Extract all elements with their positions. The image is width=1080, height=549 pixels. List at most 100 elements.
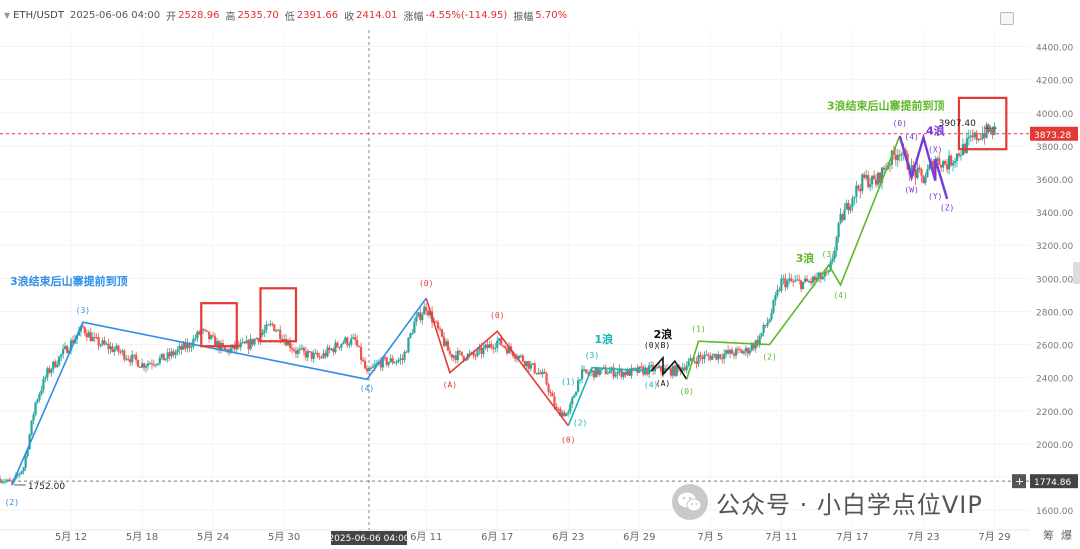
candle-body	[727, 350, 730, 354]
candle-body	[983, 132, 986, 138]
candle-body	[596, 367, 599, 375]
indicator-tab-chips[interactable]: 筹	[1043, 529, 1054, 542]
candle-body	[715, 353, 718, 360]
candle-body	[429, 311, 432, 316]
candle-body	[182, 342, 185, 350]
candle-body	[541, 371, 544, 375]
price-tick-label: 3400.00	[1036, 209, 1073, 219]
wave-point-label: (4)	[360, 384, 374, 393]
candle-body	[468, 353, 471, 355]
candle-body	[261, 332, 264, 335]
change-value: -4.55%(-114.95)	[425, 9, 508, 21]
candle-body	[365, 368, 369, 372]
candle-body	[296, 349, 300, 354]
candle-body	[918, 167, 921, 170]
price-tick-label: 3800.00	[1036, 143, 1073, 153]
candle-body	[336, 342, 339, 348]
candle-body	[350, 338, 353, 345]
price-tick-label: 2400.00	[1036, 375, 1073, 385]
candle-body	[697, 354, 700, 364]
candle-body	[267, 324, 270, 326]
candle-body	[363, 361, 367, 369]
candle-body	[265, 324, 268, 331]
candle-body	[192, 338, 195, 347]
candle-body	[811, 276, 815, 283]
candle-body	[571, 397, 574, 405]
candle-body	[44, 377, 47, 380]
candle-body	[239, 342, 242, 348]
candle-body	[64, 346, 67, 349]
candle-body	[275, 330, 278, 332]
candle-body	[316, 352, 319, 357]
candle-body	[198, 331, 201, 335]
candle-body	[772, 300, 775, 313]
candle-body	[105, 343, 108, 345]
candle-body	[725, 350, 728, 354]
candle-body	[178, 346, 181, 350]
candle-body	[809, 281, 813, 283]
annotation-text: 3浪结束后山寨提前到顶	[10, 274, 128, 288]
chevron-down-icon[interactable]: ▼	[4, 10, 11, 20]
candle-body	[494, 347, 497, 349]
candle-body	[486, 344, 489, 349]
extreme-value-label: 1752.00	[28, 482, 65, 492]
candle-body	[308, 351, 311, 353]
candle-body	[379, 361, 382, 368]
price-tick-label: 2000.00	[1036, 441, 1073, 451]
candle-body	[89, 332, 92, 342]
candle-body	[148, 363, 152, 365]
candle-body	[543, 371, 546, 374]
candle-body	[383, 357, 386, 359]
candle-body	[904, 149, 907, 154]
candle-body	[395, 361, 398, 363]
candle-body	[0, 481, 4, 483]
candle-body	[888, 164, 892, 166]
open-value: 2528.96	[178, 9, 220, 21]
wave-point-label: (Y)	[928, 192, 942, 201]
wave-point-label: (Z)	[940, 203, 954, 212]
candle-body	[786, 280, 789, 288]
candle-body	[496, 340, 499, 348]
crosshair-time-label: 2025-06-06 04:00	[328, 534, 409, 544]
candle-body	[131, 354, 134, 363]
settings-icon[interactable]	[1000, 12, 1014, 25]
candle-body	[703, 354, 706, 360]
time-tick-label: 6月 29	[623, 531, 655, 543]
candle-body	[537, 372, 540, 375]
candle-body	[681, 367, 684, 372]
candle-body	[204, 329, 207, 331]
candle-body	[959, 155, 963, 157]
candle-body	[160, 353, 163, 358]
candle-body	[91, 337, 94, 342]
candle-body	[790, 278, 793, 282]
candle-body	[784, 278, 787, 288]
candle-body	[273, 324, 276, 332]
candle-body	[951, 162, 955, 166]
wave-point-label: (0)	[490, 311, 504, 320]
indicator-tab-liquidation[interactable]: 爆	[1061, 529, 1072, 542]
candle-body	[521, 355, 524, 362]
candle-body	[152, 364, 156, 366]
candle-body	[34, 402, 37, 415]
candle-body	[324, 352, 327, 357]
candle-body	[359, 347, 363, 360]
candle-body	[137, 360, 140, 368]
candle-body	[263, 330, 266, 333]
candle-body	[805, 278, 809, 282]
candle-body	[965, 138, 968, 153]
symbol-label[interactable]: ETH/USDT	[13, 9, 64, 21]
price-tick-label: 4200.00	[1036, 77, 1073, 87]
candle-body	[478, 347, 481, 350]
candle-body	[650, 365, 653, 367]
candle-body	[196, 331, 199, 339]
candle-body	[109, 346, 112, 350]
highlight-box	[200, 302, 238, 348]
candle-body	[914, 169, 917, 178]
candle-body	[210, 335, 213, 340]
candle-body	[342, 342, 345, 344]
candle-body	[373, 364, 377, 367]
candle-body	[393, 362, 396, 364]
panel-collapse-handle[interactable]	[1073, 262, 1080, 284]
price-tick-label: 3200.00	[1036, 242, 1073, 252]
